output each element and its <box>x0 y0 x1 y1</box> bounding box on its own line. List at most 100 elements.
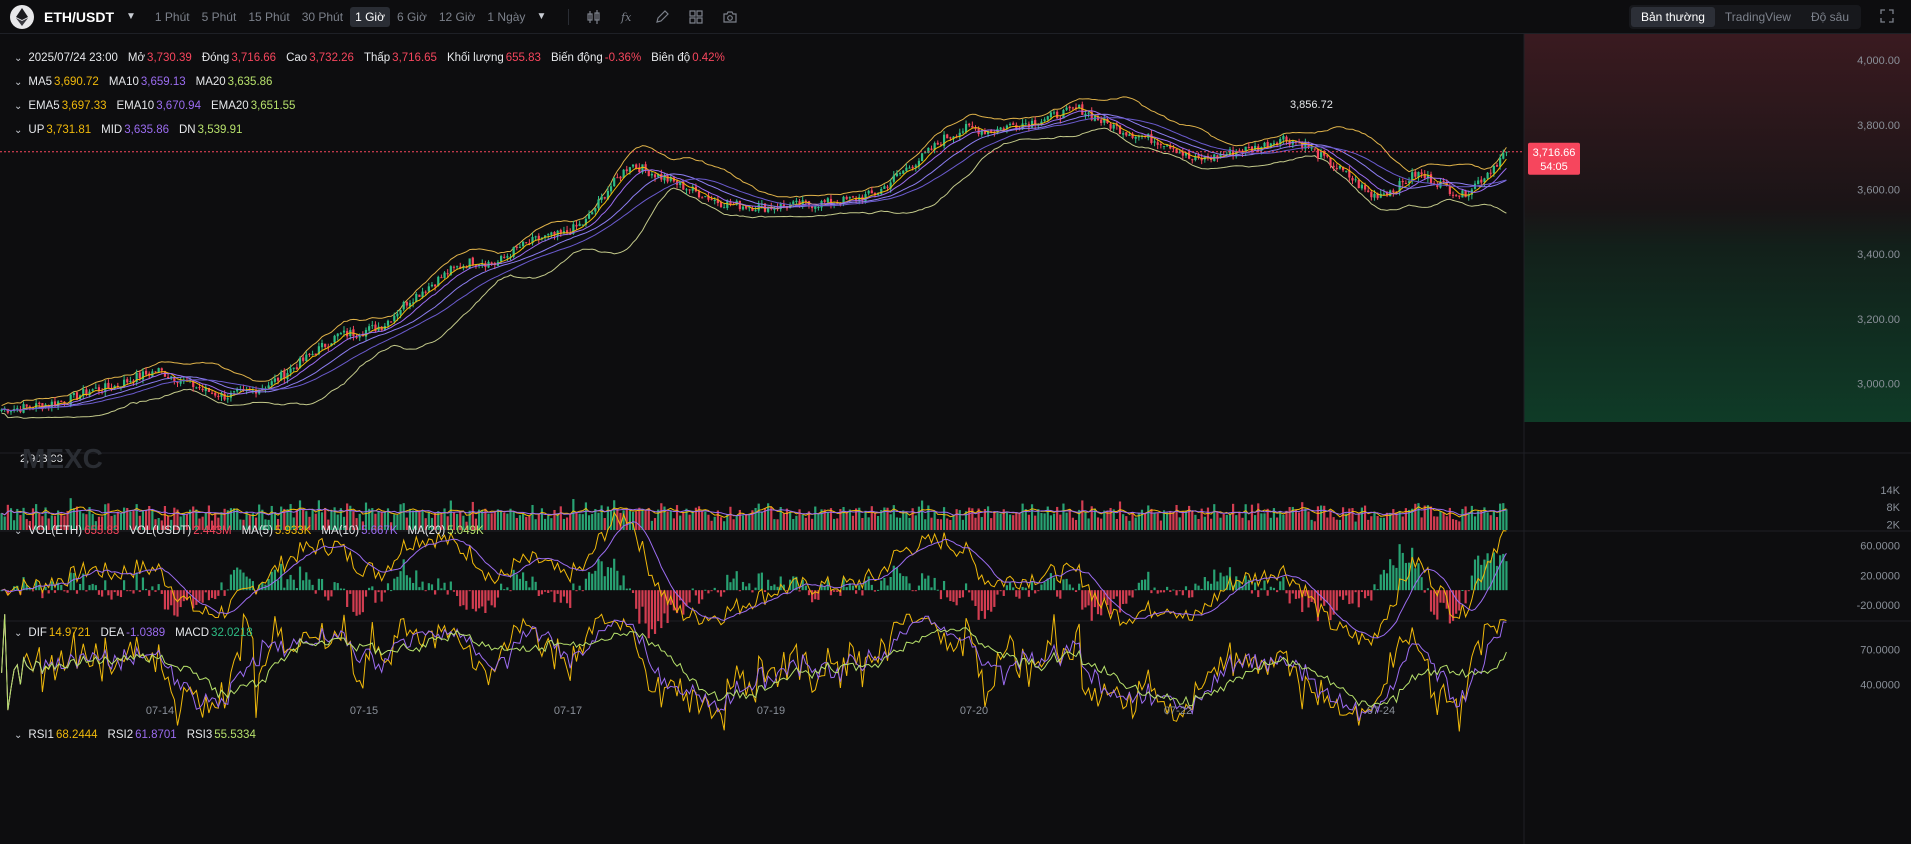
price-tick-label: 3,600.00 <box>1857 185 1900 197</box>
macd-bar <box>509 590 512 592</box>
volume-bar <box>584 502 588 530</box>
volume-bar <box>716 510 719 530</box>
volume-bar <box>402 503 405 530</box>
macd-bar <box>842 577 845 591</box>
volume-bar <box>292 517 295 530</box>
volume-bar <box>1486 512 1489 530</box>
volume-bar <box>1291 506 1294 530</box>
macd-bar <box>1335 590 1338 611</box>
candle-body <box>701 197 704 199</box>
macd-bar <box>977 590 980 620</box>
volume-bar <box>1002 509 1005 530</box>
caret-down-icon[interactable]: ▼ <box>126 11 136 22</box>
interval-1h[interactable]: 1 Giờ <box>350 6 390 27</box>
macd-bar <box>1297 590 1301 599</box>
macd-bar <box>63 590 66 592</box>
collapse-chevron-icon[interactable]: ⌄ <box>14 525 23 537</box>
candle-body <box>1197 155 1200 158</box>
volume-bar <box>858 507 861 530</box>
view-standard[interactable]: Bản thường <box>1630 7 1715 27</box>
view-tradingview[interactable]: TradingView <box>1724 10 1791 24</box>
collapse-chevron-icon[interactable]: ⌄ <box>14 100 23 112</box>
fullscreen-icon[interactable] <box>1879 8 1897 26</box>
volume-bar <box>917 506 921 530</box>
interval-30m[interactable]: 30 Phút <box>301 9 344 24</box>
candle-body <box>801 200 804 207</box>
macd-bar <box>1197 585 1200 591</box>
interval-5m[interactable]: 5 Phút <box>201 9 237 24</box>
macd-bar <box>609 567 613 591</box>
macd-bar <box>1414 568 1417 591</box>
camera-icon[interactable] <box>721 8 739 26</box>
macd-bar <box>952 590 955 602</box>
interval-12h[interactable]: 12 Giờ <box>438 9 476 24</box>
macd-bar <box>138 590 141 592</box>
time-axis-label: 07-15 <box>350 705 378 717</box>
macd-bar <box>204 590 207 593</box>
candle-body <box>515 246 518 248</box>
pair-selector[interactable]: ETH/USDT ▼ <box>0 4 136 29</box>
pencil-icon[interactable] <box>653 8 671 26</box>
candle-body <box>107 382 110 389</box>
indicator-fx-icon[interactable]: fx <box>619 8 637 26</box>
macd-bar <box>336 583 339 591</box>
macd-bar <box>927 575 930 591</box>
candle-body <box>1109 123 1112 129</box>
volume-bar <box>1483 507 1486 530</box>
candle-type-icon[interactable] <box>585 8 603 26</box>
volume-bar <box>195 509 198 530</box>
volume-bar <box>1147 505 1150 530</box>
collapse-chevron-icon[interactable]: ⌄ <box>14 52 23 64</box>
macd-bar <box>1178 590 1181 592</box>
macd-bar <box>239 569 242 591</box>
interval-1d[interactable]: 1 Ngày <box>487 9 526 24</box>
macd-bar <box>1275 590 1279 593</box>
layout-grid-icon[interactable] <box>687 8 705 26</box>
macd-bar <box>905 576 908 591</box>
macd-bar <box>1188 590 1191 598</box>
volume-bar <box>1005 511 1009 530</box>
candle-body <box>961 131 965 133</box>
candle-body <box>229 392 233 398</box>
volume-bar <box>961 519 965 530</box>
volume-bar <box>371 508 374 530</box>
interval-6h[interactable]: 6 Giờ <box>396 9 427 24</box>
candle-body <box>1467 194 1470 197</box>
volume-bar <box>986 506 990 530</box>
volume-bar <box>320 512 324 530</box>
candle-body <box>855 198 858 202</box>
volume-bar <box>902 510 905 530</box>
volume-bar <box>1401 516 1404 530</box>
candle-body <box>572 224 575 234</box>
candle-body <box>1034 120 1037 126</box>
collapse-chevron-icon[interactable]: ⌄ <box>14 729 23 741</box>
macd-bar <box>770 585 773 591</box>
collapse-chevron-icon[interactable]: ⌄ <box>14 76 23 88</box>
volume-bar <box>1448 507 1451 530</box>
kline-chart[interactable]: 3,000.00 3,200.00 3,400.00 3,600.00 3,800.00… <box>0 34 1911 844</box>
candle-body <box>713 199 716 201</box>
macd-bar <box>1473 559 1477 591</box>
volume-bar <box>1100 518 1103 530</box>
volume-bar <box>1451 519 1455 530</box>
interval-1m[interactable]: 1 Phút <box>154 9 190 24</box>
collapse-chevron-icon[interactable]: ⌄ <box>14 124 23 136</box>
interval-15m[interactable]: 15 Phút <box>248 9 290 24</box>
volume-bar <box>1357 514 1360 530</box>
macd-bar <box>110 590 113 600</box>
more-intervals-icon[interactable]: ▼ <box>536 11 547 22</box>
candle-body <box>1376 193 1379 199</box>
amplitude-value: 0.42% <box>692 52 725 64</box>
macd-bar <box>317 578 320 591</box>
macd-bar <box>1272 587 1276 591</box>
volume-bar <box>958 510 961 530</box>
view-depth[interactable]: Độ sâu <box>1810 10 1849 24</box>
candle-body <box>873 192 877 196</box>
volume-bar <box>525 516 528 530</box>
volume-bar <box>471 501 474 530</box>
collapse-chevron-icon[interactable]: ⌄ <box>14 627 23 639</box>
macd-bar <box>79 584 82 591</box>
macd-bar <box>889 576 892 591</box>
volume-bar <box>1247 520 1250 530</box>
candle-body <box>60 400 63 402</box>
